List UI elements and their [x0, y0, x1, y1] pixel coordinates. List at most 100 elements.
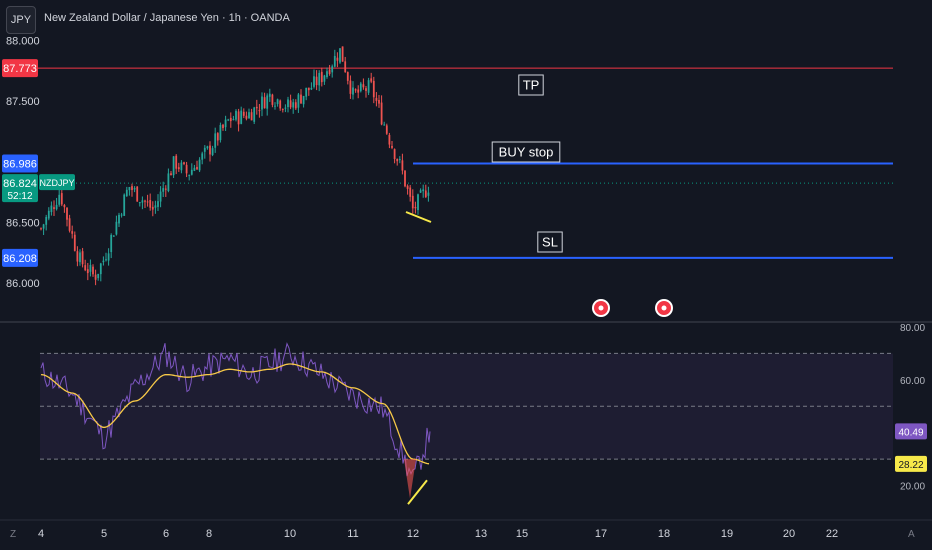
candle-body	[357, 89, 360, 93]
candle-body	[141, 200, 144, 203]
candle-body	[393, 149, 396, 160]
candle-body	[365, 88, 367, 91]
time-axis-corner-right[interactable]: A	[908, 529, 915, 540]
rsi-tick-label: 20.00	[900, 482, 925, 493]
time-tick-label: 18	[658, 528, 670, 540]
candle-body	[336, 57, 339, 61]
candle-body	[287, 99, 289, 108]
candle-body	[172, 156, 175, 176]
rsi-value-badge: 40.49	[895, 423, 927, 440]
time-tick-label: 8	[206, 528, 212, 540]
time-axis-corner-left[interactable]: Z	[10, 529, 16, 540]
current-price-badge-bg	[2, 174, 38, 203]
candle-body	[45, 216, 48, 225]
time-axis[interactable]: 4 5 6 8 10 11 12 13 15 17 18 19 20 22 Z A	[10, 528, 915, 540]
candle-body	[232, 119, 235, 121]
rsi-ma-value-badge: 28.22	[895, 455, 927, 472]
candle-body	[375, 97, 378, 101]
candle-body	[175, 155, 178, 169]
candle-body	[297, 94, 300, 108]
candle-body	[144, 200, 146, 202]
candle-body	[198, 159, 201, 171]
candle-body	[177, 167, 180, 170]
candle-body	[190, 169, 193, 175]
candle-body	[409, 187, 412, 197]
candle-body	[159, 191, 162, 202]
candle-body	[396, 158, 399, 162]
time-tick-label: 6	[163, 528, 169, 540]
candle-body	[354, 89, 357, 91]
rsi-tick-label: 80.00	[900, 323, 925, 334]
candle-body	[193, 167, 196, 171]
time-tick-label: 4	[38, 528, 44, 540]
candle-body	[411, 195, 414, 209]
buy-stop-price-badge-text: 86.986	[3, 159, 37, 171]
price-tick-label: 87.500	[6, 96, 40, 108]
symbol-tag-text: NZDJPY	[39, 178, 74, 188]
candle-body	[138, 202, 141, 204]
rsi-value-badge-text: 40.49	[898, 427, 923, 438]
candle-body	[302, 95, 305, 105]
tp-label[interactable]: TP	[518, 74, 544, 96]
candle-body	[328, 69, 331, 74]
buy-stop-label-text: BUY stop	[499, 145, 554, 160]
event-marker-1[interactable]	[592, 299, 610, 317]
tp-price-badge: 87.773	[2, 59, 38, 78]
candle-body	[63, 205, 66, 208]
sl-label[interactable]: SL	[537, 231, 563, 253]
candle-body	[242, 111, 245, 116]
candle-body	[427, 192, 430, 196]
candle-body	[419, 190, 422, 193]
candle-body	[279, 100, 282, 109]
candle-body	[289, 100, 292, 108]
sl-price-badge: 86.208	[2, 248, 38, 267]
symbol-button[interactable]: JPY	[6, 6, 36, 34]
candle-body	[79, 252, 81, 263]
candle-body	[333, 55, 336, 67]
candle-body	[89, 264, 92, 272]
candle-body	[398, 159, 401, 161]
candle-body	[414, 206, 417, 209]
time-tick-label: 20	[783, 528, 795, 540]
rsi-ma-line	[40, 363, 430, 465]
symbol-tag-bg	[39, 174, 75, 191]
candle-body	[263, 97, 266, 109]
candle-body	[388, 134, 391, 145]
candle-body	[58, 194, 61, 205]
candle-body	[151, 206, 154, 210]
price-divergence-line[interactable]	[405, 211, 432, 223]
candle-body	[97, 273, 100, 279]
candle-body	[55, 204, 58, 210]
candle-body	[250, 112, 253, 121]
candle-body	[300, 94, 302, 104]
candle-body	[222, 124, 224, 129]
candle-body	[349, 80, 352, 94]
candle-body	[274, 105, 276, 107]
countdown-text: 52:12	[7, 191, 32, 202]
candle-body	[294, 102, 297, 109]
sl-label-box	[537, 231, 563, 253]
candle-body	[315, 76, 318, 86]
candle-body	[417, 194, 419, 211]
candle-body	[102, 260, 105, 263]
price-axis[interactable]: 88.000 87.500 86.500 86.000	[6, 36, 40, 290]
event-marker-2[interactable]	[655, 299, 673, 317]
candle-body	[307, 87, 310, 91]
candle-body	[68, 218, 71, 231]
candle-body	[73, 234, 76, 251]
candle-body	[209, 145, 211, 155]
rsi-divergence-line[interactable]	[407, 479, 428, 505]
candle-body	[240, 110, 243, 124]
candle-body	[123, 194, 126, 216]
buy-stop-label[interactable]: BUY stop	[491, 141, 561, 163]
candle-body	[131, 186, 133, 191]
candle-body	[339, 48, 341, 63]
buy-stop-price-badge: 86.986	[2, 154, 38, 173]
candle-body	[344, 61, 347, 73]
candle-body	[378, 99, 380, 104]
candle-body	[164, 188, 167, 190]
candle-body	[112, 235, 115, 237]
